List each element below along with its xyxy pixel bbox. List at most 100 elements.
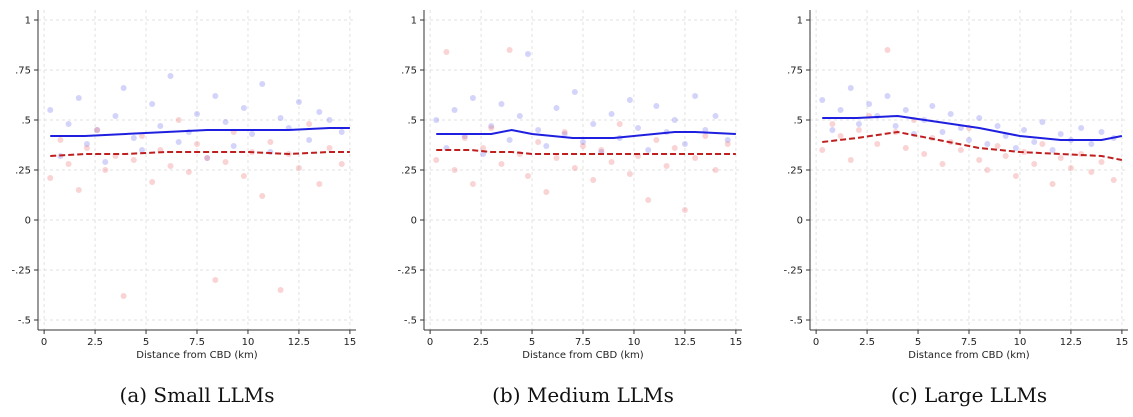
point (561, 131, 568, 137)
point (663, 163, 670, 169)
point (1039, 141, 1046, 147)
point (616, 121, 623, 127)
y-tick-label: .25 (787, 166, 803, 177)
point (316, 109, 323, 115)
fit-line (822, 130, 1123, 161)
point (194, 111, 200, 117)
point (819, 147, 826, 153)
point (469, 181, 476, 187)
point (994, 123, 1001, 129)
point (175, 117, 182, 123)
point (681, 141, 688, 147)
point (130, 135, 137, 141)
x-tick-label: 5 (529, 337, 535, 348)
point (47, 107, 54, 113)
point (222, 119, 229, 125)
point (590, 177, 597, 183)
point (469, 95, 476, 101)
point (847, 85, 854, 91)
point (488, 123, 495, 129)
y-tick-label: .5 (21, 116, 31, 127)
point (645, 197, 652, 203)
point (966, 137, 972, 143)
point (1098, 129, 1105, 135)
point (65, 161, 72, 167)
point (829, 121, 836, 127)
point (724, 137, 731, 143)
caption: (a) Small LLMs (120, 383, 275, 407)
fit-line (50, 127, 350, 137)
point (855, 127, 862, 133)
point (1110, 177, 1117, 183)
point (175, 139, 182, 145)
point (222, 159, 229, 165)
point (498, 101, 505, 107)
point (94, 127, 101, 133)
point (230, 143, 237, 149)
point (847, 157, 854, 163)
point (653, 103, 660, 109)
point (724, 141, 731, 147)
x-tick-label: 12.5 (1060, 337, 1082, 348)
point (561, 129, 568, 135)
point (976, 157, 983, 163)
point (194, 141, 200, 147)
point (149, 101, 156, 107)
point (524, 51, 531, 57)
caption: (c) Large LLMs (891, 383, 1047, 407)
x-tick-label: 12.5 (674, 337, 696, 348)
point (598, 147, 605, 153)
point (277, 287, 284, 293)
x-tick-label: 7.5 (961, 337, 977, 348)
point (692, 155, 699, 161)
point (102, 167, 109, 173)
point (326, 117, 333, 123)
point (653, 137, 660, 143)
fit-line (436, 128, 736, 139)
x-tick-label: 5 (915, 337, 921, 348)
point (884, 47, 891, 53)
point (902, 107, 909, 113)
point (130, 157, 137, 163)
y-tick-label: -.25 (11, 266, 31, 277)
point (306, 121, 313, 127)
point (506, 47, 513, 53)
point (608, 159, 615, 165)
point (120, 293, 127, 299)
y-tick-label: .25 (15, 166, 31, 177)
point (829, 127, 836, 133)
point (580, 139, 586, 145)
point (535, 127, 542, 133)
y-tick-label: 0 (411, 216, 417, 227)
point (316, 181, 323, 187)
point (480, 145, 487, 151)
point (212, 277, 219, 283)
point (1021, 149, 1028, 155)
point (240, 173, 247, 179)
point (338, 161, 345, 167)
point (994, 143, 1001, 149)
point (57, 137, 64, 143)
point (75, 187, 82, 193)
point (516, 113, 523, 119)
fit-line (436, 149, 736, 155)
point (543, 143, 550, 149)
point (947, 111, 954, 117)
point (1049, 147, 1056, 153)
point (1049, 181, 1056, 187)
point (47, 175, 54, 181)
point (571, 165, 578, 171)
point (681, 207, 688, 213)
x-tick-label: 2.5 (87, 337, 103, 348)
point (874, 141, 881, 147)
point (338, 129, 345, 135)
point (626, 171, 633, 177)
point (902, 145, 909, 151)
point (571, 89, 578, 95)
x-tick-label: 7.5 (575, 337, 591, 348)
point (433, 117, 440, 123)
point (259, 81, 266, 87)
